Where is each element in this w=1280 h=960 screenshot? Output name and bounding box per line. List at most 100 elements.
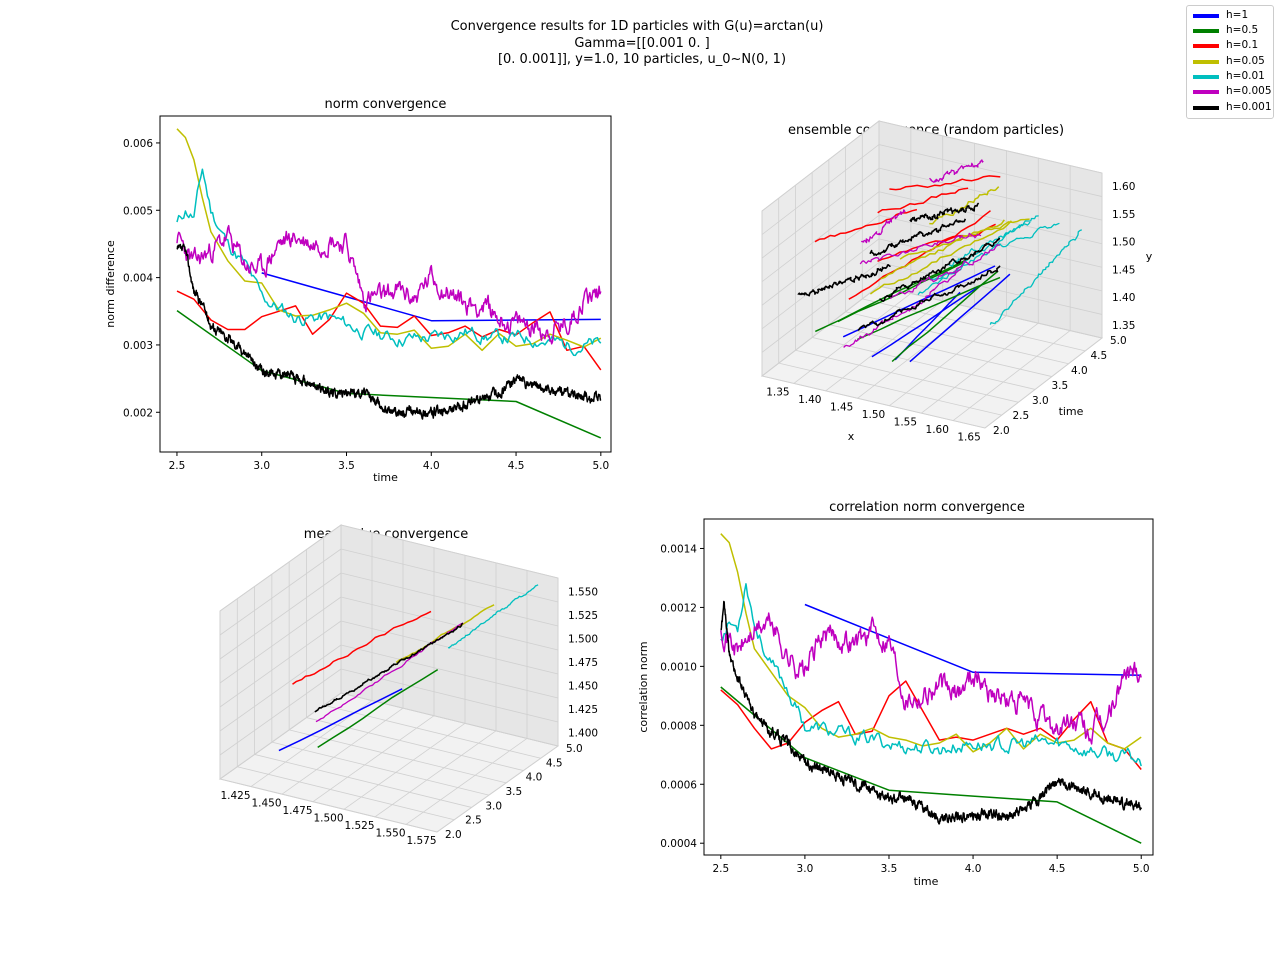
suptitle-line-3: [0. 0.001]], y=1.0, 10 particles, u_0~N(… <box>498 52 786 67</box>
x-tick-label: 2.5 <box>712 863 729 875</box>
z-tick-label: 1.400 <box>568 728 598 740</box>
z-tick-label: 1.425 <box>568 704 598 716</box>
suptitle-line-2: Gamma=[[0.001 0. ] <box>574 36 709 51</box>
x-tick-label: 1.425 <box>220 790 250 802</box>
x-tick-label: 1.35 <box>766 387 789 399</box>
mean-trajectories <box>278 584 539 752</box>
x-tick-label: 3.5 <box>338 460 355 472</box>
3d-gridline <box>237 766 455 821</box>
series-line-h-0-1 <box>176 290 602 371</box>
z-tick-label: 1.525 <box>568 610 598 622</box>
3d-gridline <box>761 191 880 283</box>
legend-label: h=0.01 <box>1226 70 1265 82</box>
legend-swatch <box>1193 14 1219 18</box>
time-tick-label: 3.0 <box>485 800 502 812</box>
legend-swatch <box>1193 44 1219 48</box>
time-tick-label: 3.5 <box>1052 380 1069 392</box>
z-tick-label: 1.55 <box>1112 209 1135 221</box>
z-tick-label: 1.475 <box>568 657 598 669</box>
y-tick-label: 0.0014 <box>660 543 697 555</box>
legend-swatch <box>1193 60 1219 64</box>
z-tick-label: 1.35 <box>1112 320 1135 332</box>
suptitle-line-1: Convergence results for 1D particles wit… <box>451 19 824 34</box>
3d-gridline <box>845 311 1069 365</box>
x-tick-label: 5.0 <box>592 460 609 472</box>
axis-ticks: 2.5 3.0 3.5 4.0 4.5 5.0 0.0004 0.0006 0.0008 0.00… <box>660 543 1149 875</box>
3d-gridline <box>343 722 466 810</box>
3d-gridline <box>219 620 342 708</box>
plot-frame <box>159 115 612 453</box>
series-line-h-0-5 <box>720 686 1142 844</box>
3d-gridline <box>312 715 435 803</box>
x-axis-label: x <box>848 430 855 443</box>
3d-gridline <box>219 524 342 612</box>
trajectory-line <box>871 282 986 358</box>
z-tick-label: 1.40 <box>1112 292 1135 304</box>
series-line-h-0-005 <box>176 224 602 345</box>
trajectory-line <box>909 273 1011 363</box>
series-line-h-0-005 <box>720 612 1142 745</box>
trajectory-line <box>314 622 464 713</box>
trajectory-line <box>797 263 891 297</box>
3d-gridline <box>793 293 912 384</box>
x-tick-label: 4.0 <box>423 460 440 472</box>
time-tick-label: 4.5 <box>1091 350 1108 362</box>
x-tick-label: 1.450 <box>251 797 281 809</box>
3d-gridline <box>405 738 528 825</box>
3d-gridline <box>878 167 1103 221</box>
3d-gridline <box>878 191 1103 245</box>
3d-gridline <box>828 324 1052 377</box>
trajectory-line <box>929 222 1060 280</box>
3d-gridline <box>219 644 342 732</box>
x-axis-label: time <box>914 875 939 888</box>
3d-gridline <box>889 315 1007 407</box>
trajectory-line <box>857 265 1001 332</box>
z-tick-label: 1.60 <box>1112 181 1135 193</box>
3d-gridline <box>778 362 1002 416</box>
3d-axis-ticks: 1.35 1.40 1.45 1.50 1.55 1.60 1.65 2.02.53.03.5… <box>766 181 1135 443</box>
3d-gridline <box>340 668 559 723</box>
trajectory-line <box>989 229 1083 325</box>
norm-convergence-panel: norm convergence time norm difference 2.… <box>104 97 612 484</box>
legend-swatch <box>1193 75 1219 79</box>
time-tick-label: 3.5 <box>506 786 523 798</box>
trajectory-line <box>869 220 1012 295</box>
particle-trajectories <box>797 159 1083 363</box>
z-tick-label: 1.500 <box>568 633 598 645</box>
legend-item-h0-005: h=0.005 <box>1193 84 1273 99</box>
3d-gridline <box>219 596 342 684</box>
3d-gridline <box>984 337 1103 429</box>
chart-title: correlation norm convergence <box>829 500 1025 515</box>
trajectory-line <box>929 159 984 183</box>
3d-gridline <box>340 644 559 699</box>
trajectory-line <box>889 175 1001 191</box>
trajectory-line <box>891 270 999 363</box>
time-tick-label: 4.5 <box>546 757 563 769</box>
3d-gridline <box>340 548 559 603</box>
x-tick-label: 2.5 <box>169 460 186 472</box>
axis-ticks: 2.5 3.0 3.5 4.0 4.5 5.0 0.002 0.003 0.004 0.005 0.… <box>123 138 609 472</box>
trajectory-line <box>395 604 495 664</box>
x-tick-label: 3.5 <box>881 863 898 875</box>
trajectory-line <box>879 237 1001 302</box>
time-tick-label: 5.0 <box>1110 335 1127 347</box>
3d-gridline <box>340 524 559 579</box>
3d-gridline <box>340 572 559 627</box>
trajectory-line <box>856 276 1001 341</box>
3d-gridline <box>219 548 342 636</box>
z-tick-label: 1.550 <box>568 586 598 598</box>
legend-item-h0-5: h=0.5 <box>1193 23 1273 38</box>
legend-label: h=1 <box>1226 9 1249 21</box>
3d-gridline <box>271 741 489 796</box>
x-tick-label: 1.60 <box>926 424 949 436</box>
3d-gridline <box>306 717 524 771</box>
time-axis-label: time <box>1059 405 1084 418</box>
y-tick-label: 0.0012 <box>660 602 697 614</box>
time-tick-label: 2.0 <box>993 425 1010 437</box>
x-tick-label: 1.500 <box>313 813 343 825</box>
time-tick-label: 2.5 <box>465 815 482 827</box>
3d-gridline <box>436 745 559 833</box>
chart-title: ensemble convergence (random particles) <box>788 123 1064 138</box>
x-tick-label: 1.50 <box>862 409 885 421</box>
3d-gridline <box>878 262 1103 315</box>
